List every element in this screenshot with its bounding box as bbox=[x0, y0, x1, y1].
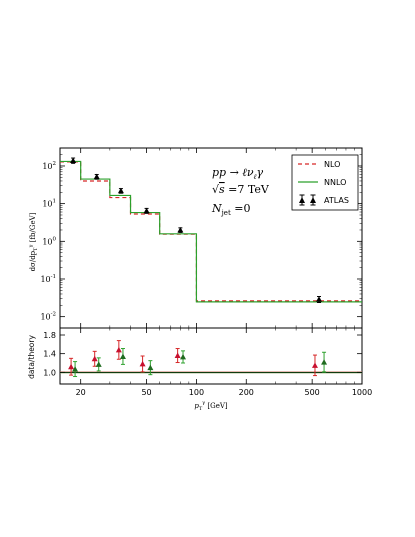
ratio-y-tick-label: 1.0 bbox=[43, 368, 56, 377]
ratio-reference-band bbox=[60, 371, 362, 374]
main-series bbox=[60, 160, 362, 303]
x-tick-label: 1000 bbox=[352, 388, 372, 397]
legend-atlas-swatch bbox=[299, 194, 316, 206]
nnlo-ratio-point bbox=[95, 357, 102, 372]
process-annotation: pp → ℓνℓγ bbox=[212, 166, 263, 181]
main-y-tick-label: 100 bbox=[42, 236, 56, 246]
energy-annotation: √s =7 TeV bbox=[212, 183, 270, 196]
nnlo-ratio-point bbox=[72, 361, 79, 378]
atlas-point bbox=[93, 173, 100, 180]
atlas-point bbox=[143, 207, 150, 214]
ratio-x-ticks: 20 50 100 200 500 1000 bbox=[76, 328, 372, 397]
legend-nnlo-label: NNLO bbox=[324, 178, 346, 187]
ratio-points bbox=[68, 340, 328, 378]
nlo-ratio-point bbox=[311, 354, 318, 377]
nlo-ratio-point bbox=[68, 357, 75, 376]
main-y-tick-label: 102 bbox=[42, 161, 56, 171]
nnlo-ratio-point bbox=[147, 360, 154, 376]
nnlo-ratio-point bbox=[119, 348, 126, 365]
x-tick-label: 200 bbox=[239, 388, 254, 397]
njet-annotation: Njet =0 bbox=[211, 202, 250, 217]
x-tick-label: 100 bbox=[189, 388, 204, 397]
main-y-tick-label: 10-1 bbox=[40, 274, 56, 284]
atlas-points bbox=[70, 157, 323, 303]
atlas-point bbox=[177, 226, 184, 233]
ratio-y-tick-label: 1.4 bbox=[43, 350, 56, 359]
nnlo-step-line bbox=[60, 160, 362, 303]
nlo-ratio-point bbox=[174, 348, 181, 364]
main-panel: 102 101 100 10-1 10-2 dσ/dpTγ [fb/GeV] pp → … bbox=[28, 147, 363, 329]
nlo-ratio-point bbox=[115, 340, 122, 360]
x-tick-label: 20 bbox=[76, 388, 86, 397]
ratio-y-ticks: 1.0 1.4 1.8 bbox=[43, 331, 362, 377]
nnlo-ratio-point bbox=[321, 351, 328, 373]
nnlo-ratio-point bbox=[180, 350, 187, 364]
main-y-ticks: 102 101 100 10-1 10-2 bbox=[40, 154, 362, 322]
nlo-ratio-point bbox=[139, 355, 146, 373]
ratio-y-label: data/theory bbox=[27, 335, 36, 379]
x-axis-label: pTγ [GeV] bbox=[194, 400, 228, 412]
ratio-y-tick-label: 1.8 bbox=[43, 331, 56, 340]
main-y-tick-label: 10-2 bbox=[40, 312, 56, 322]
legend-atlas-label: ATLAS bbox=[324, 196, 349, 205]
atlas-point bbox=[117, 187, 124, 194]
ratio-plot-frame bbox=[59, 327, 363, 385]
main-y-label: dσ/dpTγ [fb/GeV] bbox=[28, 212, 39, 271]
legend-nlo-label: NLO bbox=[324, 160, 340, 169]
ratio-panel: 1.01.41.8 20 50 100 200 500 1000 data/theory … bbox=[27, 327, 372, 412]
nlo-ratio-point bbox=[91, 350, 98, 367]
atlas-point bbox=[70, 157, 77, 164]
atlas-point bbox=[316, 296, 323, 303]
x-tick-label: 500 bbox=[305, 388, 320, 397]
x-tick-label: 50 bbox=[141, 388, 151, 397]
main-y-tick-label: 101 bbox=[42, 199, 56, 209]
legend: NLO NNLO ATLAS bbox=[291, 154, 359, 211]
